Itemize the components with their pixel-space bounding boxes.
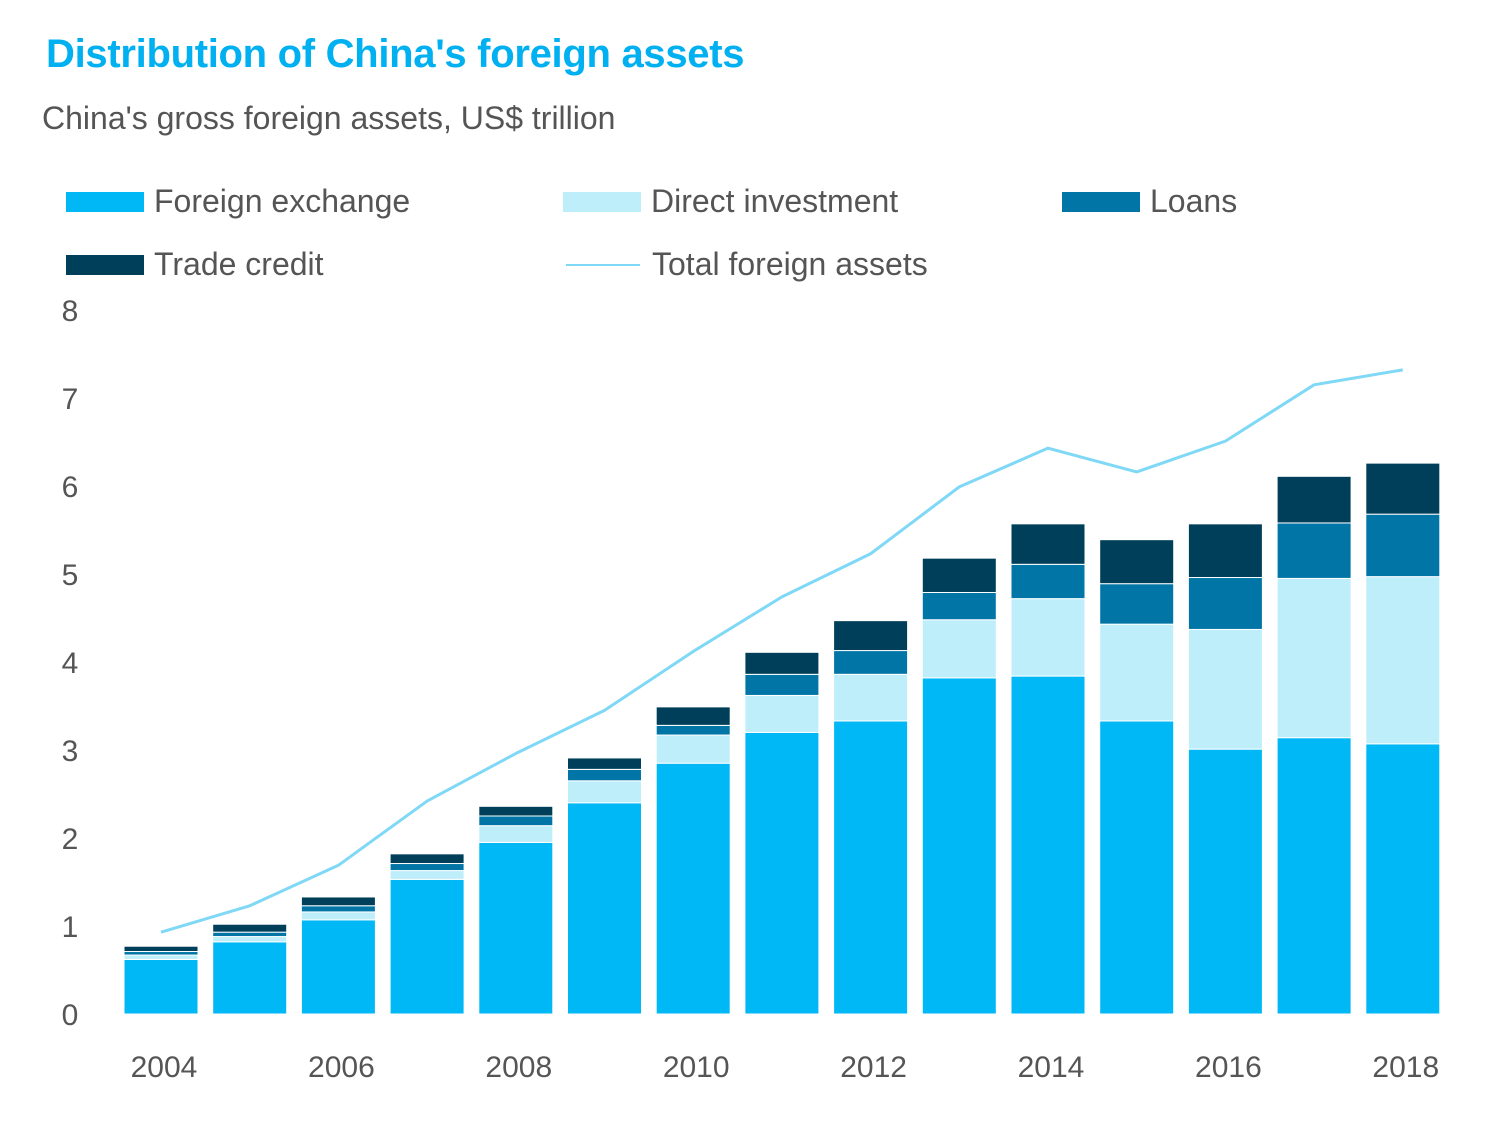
bar-direct-investment-2010 — [655, 734, 731, 764]
bar-loans-2005 — [212, 931, 288, 938]
x-tick-label-2010: 2010 — [663, 1051, 730, 1084]
chart-title: Distribution of China's foreign assets — [46, 32, 745, 76]
bar-direct-investment-2016 — [1187, 628, 1263, 750]
bar-trade-credit-2015 — [1099, 539, 1175, 585]
y-tick-label-8: 8 — [62, 295, 79, 328]
y-tick-label-0: 0 — [62, 999, 79, 1032]
bar-loans-2009 — [567, 768, 642, 782]
bar-foreign-exchange-2012 — [833, 720, 909, 1015]
bar-trade-credit-2013 — [921, 557, 997, 593]
y-tick-label-1: 1 — [62, 911, 79, 944]
bar-trade-credit-2009 — [567, 757, 642, 770]
bar-loans-2008 — [478, 815, 554, 827]
bar-foreign-exchange-2018 — [1365, 743, 1441, 1015]
y-tick-label-4: 4 — [62, 647, 79, 680]
bar-trade-credit-2017 — [1276, 475, 1352, 524]
bar-foreign-exchange-2017 — [1276, 737, 1352, 1015]
bar-direct-investment-2011 — [744, 694, 820, 733]
bar-trade-credit-2014 — [1010, 523, 1086, 565]
bar-trade-credit-2005 — [212, 923, 288, 933]
bar-direct-investment-2018 — [1365, 576, 1441, 745]
x-tick-label-2012: 2012 — [840, 1051, 907, 1084]
bar-trade-credit-2007 — [389, 853, 465, 865]
bar-direct-investment-2004 — [123, 954, 199, 960]
bar-foreign-exchange-2015 — [1099, 720, 1175, 1015]
bar-trade-credit-2018 — [1365, 462, 1441, 515]
bar-loans-2007 — [389, 863, 465, 872]
bar-loans-2013 — [921, 591, 997, 621]
bar-loans-2006 — [300, 905, 376, 913]
bar-foreign-exchange-2014 — [1010, 675, 1086, 1015]
y-tick-label-3: 3 — [62, 735, 79, 768]
x-tick-label-2006: 2006 — [308, 1051, 375, 1084]
bar-loans-2017 — [1276, 522, 1352, 579]
bar-loans-2014 — [1010, 563, 1086, 600]
bar-trade-credit-2016 — [1187, 523, 1263, 579]
bar-trade-credit-2012 — [833, 620, 909, 652]
bar-trade-credit-2010 — [655, 706, 731, 726]
bar-direct-investment-2008 — [478, 825, 554, 843]
bar-loans-2004 — [123, 951, 199, 956]
bar-loans-2016 — [1187, 577, 1263, 630]
bar-foreign-exchange-2007 — [389, 878, 465, 1015]
bar-direct-investment-2007 — [389, 870, 465, 880]
bar-direct-investment-2009 — [567, 780, 642, 804]
bar-foreign-exchange-2008 — [478, 841, 554, 1015]
bar-foreign-exchange-2011 — [744, 731, 820, 1015]
bar-loans-2018 — [1365, 513, 1441, 578]
bar-trade-credit-2008 — [478, 805, 554, 817]
bar-foreign-exchange-2013 — [921, 677, 997, 1015]
bar-foreign-exchange-2010 — [655, 762, 731, 1015]
bar-foreign-exchange-2016 — [1187, 748, 1263, 1015]
y-tick-label-5: 5 — [62, 559, 79, 592]
x-tick-label-2018: 2018 — [1372, 1051, 1439, 1084]
bar-direct-investment-2006 — [300, 911, 376, 921]
bar-trade-credit-2011 — [744, 651, 820, 675]
x-tick-label-2016: 2016 — [1195, 1051, 1262, 1084]
bar-direct-investment-2014 — [1010, 598, 1086, 677]
bar-trade-credit-2006 — [300, 896, 376, 907]
bar-loans-2015 — [1099, 583, 1175, 625]
bar-loans-2011 — [744, 673, 820, 696]
bar-foreign-exchange-2005 — [212, 941, 288, 1015]
bar-direct-investment-2017 — [1276, 577, 1352, 739]
line-total-foreign-assets — [160, 368, 1404, 934]
x-tick-label-2014: 2014 — [1018, 1051, 1085, 1084]
y-tick-label-6: 6 — [62, 471, 79, 504]
x-tick-label-2008: 2008 — [485, 1051, 552, 1084]
bar-direct-investment-2013 — [921, 619, 997, 679]
bar-direct-investment-2015 — [1099, 623, 1175, 722]
bar-foreign-exchange-2009 — [567, 802, 642, 1015]
y-tick-label-2: 2 — [62, 823, 79, 856]
chart-subtitle: China's gross foreign assets, US$ trilli… — [42, 100, 616, 136]
bar-direct-investment-2012 — [833, 673, 909, 722]
bar-foreign-exchange-2006 — [300, 919, 376, 1015]
x-tick-label-2004: 2004 — [131, 1051, 198, 1084]
y-tick-label-7: 7 — [62, 383, 79, 416]
bar-loans-2010 — [655, 724, 731, 736]
bar-direct-investment-2005 — [212, 936, 288, 943]
bar-loans-2012 — [833, 650, 909, 675]
bar-foreign-exchange-2004 — [123, 958, 199, 1015]
bar-trade-credit-2004 — [123, 945, 199, 953]
